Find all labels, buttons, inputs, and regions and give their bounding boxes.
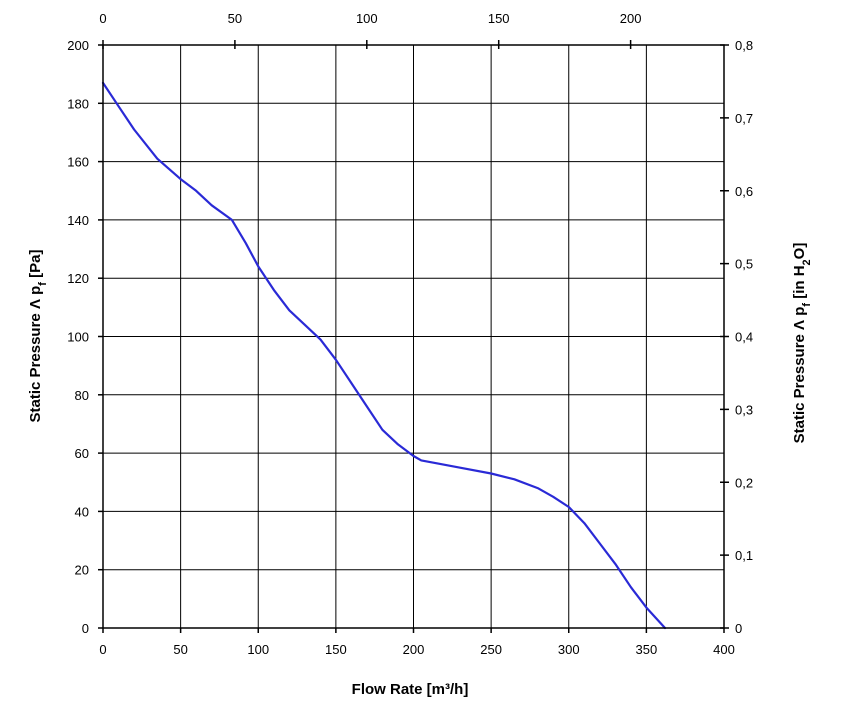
x-axis-title: Flow Rate [m³/h]: [352, 681, 469, 698]
x-tick-label: 400: [713, 642, 735, 657]
y-tick-label: 0: [82, 621, 89, 636]
y-tick-label: 40: [75, 504, 89, 519]
x-tick-label: 50: [173, 642, 187, 657]
y2-tick-label: 0,2: [735, 475, 753, 490]
x2-tick-label: 0: [99, 11, 106, 26]
y2-tick-label: 0: [735, 621, 742, 636]
y2-tick-label: 0,7: [735, 111, 753, 126]
y-tick-label: 180: [67, 96, 89, 111]
y2-axis-title: Static Pressure Λ pf [in H2O]: [791, 243, 813, 444]
y2-tick-label: 0,1: [735, 548, 753, 563]
grid-lines: [102, 44, 725, 629]
y-axis-title: Static Pressure Λ pf [Pa]: [27, 250, 49, 423]
pressure-curve: [101, 81, 667, 630]
y-tick-label: 200: [67, 38, 89, 53]
y-tick-label: 100: [67, 330, 89, 345]
x-tick-label: 150: [325, 642, 347, 657]
y-tick-label: 20: [75, 563, 89, 578]
x-tick-label: 250: [480, 642, 502, 657]
x-tick-label: 100: [247, 642, 269, 657]
x-tick-label: 350: [636, 642, 658, 657]
y2-tick-label: 0,5: [735, 257, 753, 272]
x-tick-label: 0: [99, 642, 106, 657]
y-tick-label: 80: [75, 388, 89, 403]
tick-marks: [98, 40, 729, 633]
y-tick-label: 140: [67, 213, 89, 228]
x2-tick-label: 100: [356, 11, 378, 26]
tick-labels: 0 50 100 150 200 250 300 350 4000204060801001201…: [67, 11, 753, 657]
y2-tick-label: 0,3: [735, 402, 753, 417]
y-tick-label: 160: [67, 155, 89, 170]
x2-tick-label: 150: [488, 11, 510, 26]
x-tick-label: 300: [558, 642, 580, 657]
y2-tick-label: 0,6: [735, 184, 753, 199]
y-tick-label: 60: [75, 446, 89, 461]
y-tick-label: 120: [67, 271, 89, 286]
x2-tick-label: 200: [620, 11, 642, 26]
curve-layer: [101, 81, 667, 630]
y2-tick-label: 0,8: [735, 38, 753, 53]
x2-tick-label: 50: [228, 11, 242, 26]
x-tick-label: 200: [403, 642, 425, 657]
y2-tick-label: 0,4: [735, 330, 753, 345]
